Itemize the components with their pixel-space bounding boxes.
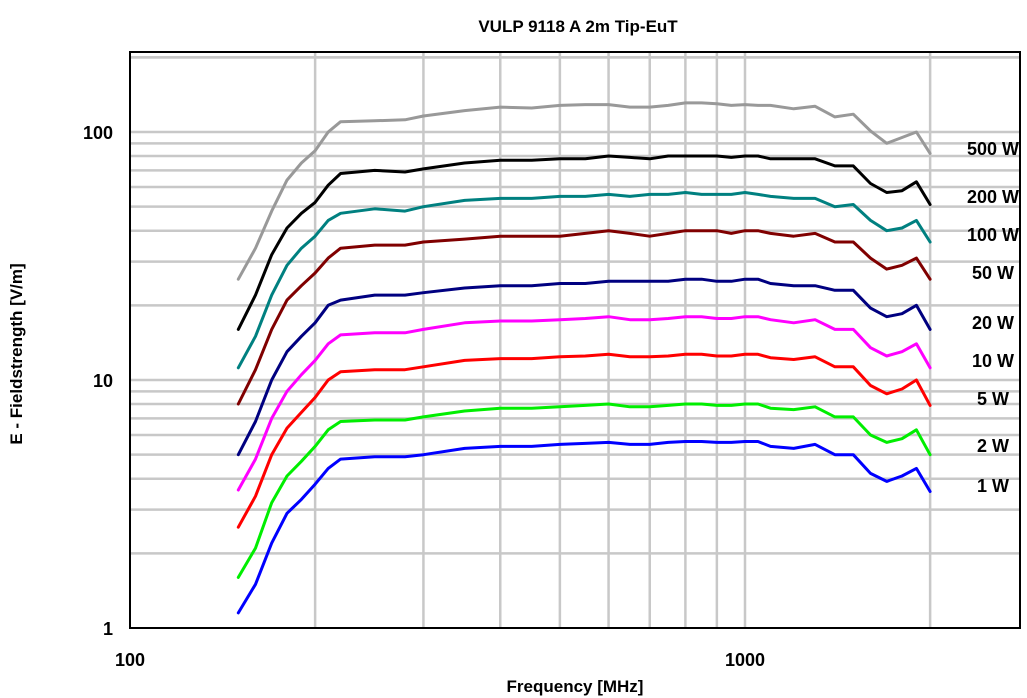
series-label: 2 W [977,436,1009,456]
series-label: 500 W [967,139,1019,159]
chart-title: VULP 9118 A 2m Tip-EuT [478,17,678,36]
series-line [236,440,932,615]
series-line [236,191,932,370]
series-label: 50 W [972,263,1014,283]
series-label: 5 W [977,389,1009,409]
series-line [236,154,932,331]
y-tick-label: 10 [93,371,113,391]
series-lines [236,101,932,615]
x-tick-label: 1000 [725,650,765,670]
plot-frame [129,51,1021,629]
series-line [236,352,932,529]
grid [130,52,1020,628]
series-label: 10 W [972,351,1014,371]
series-line [236,402,932,579]
series-line [236,229,932,406]
series-label: 20 W [972,313,1014,333]
series-label: 100 W [967,225,1019,245]
series-labels: 500 W 200 W 100 W 50 W 20 W 10 W 5 W 2 W 1 W [967,139,1019,496]
series-line [236,315,932,492]
x-axis-label: Frequency [MHz] [507,677,644,696]
series-line [236,101,932,281]
x-tick-label: 100 [115,650,145,670]
series-line [236,277,932,457]
tick-labels: 100 1000 1 10 100 [83,123,765,670]
y-tick-label: 100 [83,123,113,143]
series-label: 200 W [967,187,1019,207]
y-axis-label: E - Fieldstrength [V/m] [7,263,26,444]
y-tick-label: 1 [103,619,113,639]
series-label: 1 W [977,476,1009,496]
